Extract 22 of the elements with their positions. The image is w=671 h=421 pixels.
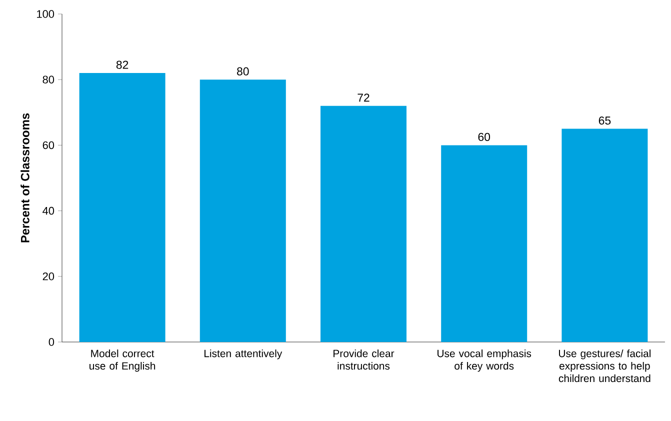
y-tick-label: 20 <box>42 272 54 280</box>
data-label: 82 <box>116 60 128 69</box>
y-tick-label: 0 <box>48 338 54 346</box>
data-label: 80 <box>237 67 249 76</box>
bar <box>562 128 648 342</box>
bar <box>200 80 286 342</box>
data-label: 60 <box>478 132 490 142</box>
y-tick-label: 40 <box>42 206 54 215</box>
x-tick-label: Use gestures/ facial expressions to help children understand <box>558 350 650 382</box>
y-tick-label: 80 <box>42 76 54 84</box>
bar <box>441 145 528 342</box>
x-tick-label: Use vocal emphasis of key words <box>438 350 532 372</box>
x-tick-label: Model correct use of English <box>90 350 156 372</box>
y-tick-label: 100 <box>37 10 54 18</box>
y-axis-title: Percent of Classrooms <box>20 113 30 242</box>
y-tick-label: 60 <box>42 141 54 150</box>
bar <box>320 106 407 342</box>
data-label: 65 <box>598 116 611 125</box>
bar <box>79 73 166 342</box>
data-label: 72 <box>358 94 370 102</box>
x-tick-label: Provide clear instructions <box>334 350 394 370</box>
x-tick-label: Listen attentively <box>204 350 282 360</box>
